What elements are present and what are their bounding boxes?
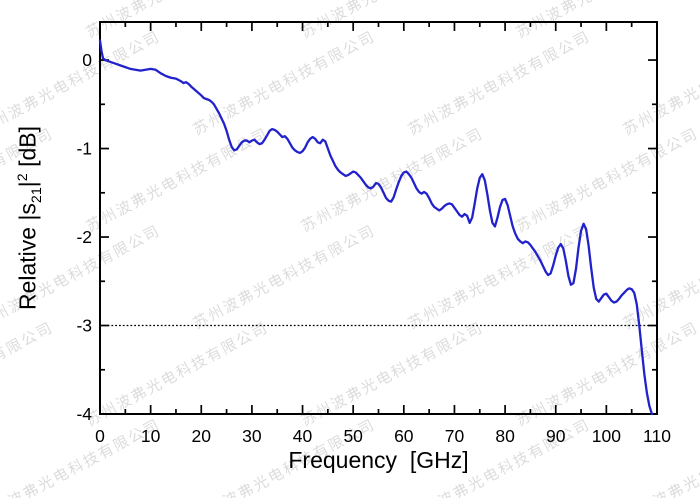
x-axis-title: Frequency [GHz] [288,447,469,473]
x-tick-label: 0 [95,426,105,446]
y-axis-title-subscript: 21 [29,187,46,204]
plot-frame [99,21,658,415]
y-tick-label: -3 [76,316,92,336]
y-axis-title: Relative |s21|2 [dB] [14,125,46,311]
y-tick-label: -1 [76,139,92,159]
x-tick-label: 100 [592,426,621,446]
x-tick-label: 20 [192,426,212,446]
x-tick-label: 40 [293,426,313,446]
y-axis-title-bar: | [14,181,41,188]
y-axis-title-suffix: [dB] [14,125,41,174]
x-tick-label: 80 [495,426,515,446]
x-tick-label: 50 [343,426,363,446]
y-axis-title-prefix: Relative |s [14,203,41,311]
x-tick-label: 110 [643,426,671,446]
x-tick-label: 10 [141,426,161,446]
x-tick-label: 60 [394,426,414,446]
y-tick-label: -4 [76,404,92,424]
s21-curve [98,39,654,416]
y-tick-label: 0 [82,50,92,70]
y-tick-label: -2 [76,227,92,247]
x-tick-label: 70 [445,426,465,446]
x-tick-label: 30 [242,426,262,446]
y-axis-title-superscript: 2 [14,173,31,182]
x-tick-label: 90 [546,426,566,446]
